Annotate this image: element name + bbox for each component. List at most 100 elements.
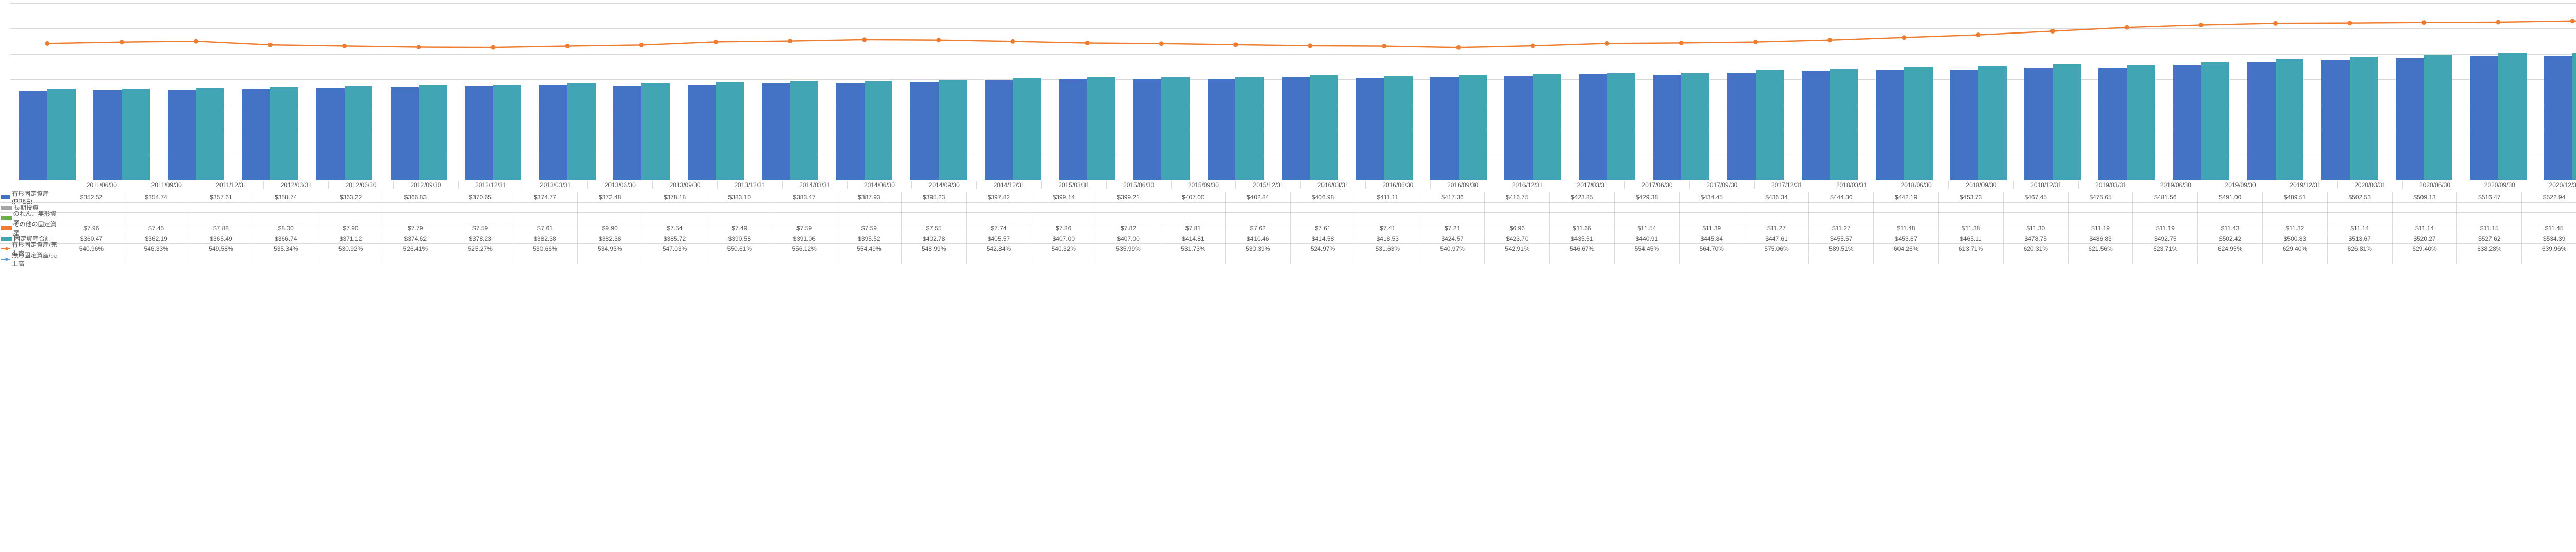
period-label: 2018/03/31 — [1819, 181, 1884, 189]
period-label: 2019/03/31 — [2079, 181, 2144, 189]
data-cell: $11.32 — [2263, 223, 2328, 233]
data-cell: $527.62 — [2457, 233, 2522, 243]
bar-ppe — [910, 82, 939, 180]
period-label: 2018/12/31 — [2014, 181, 2079, 189]
period-label: 2020/06/30 — [2403, 181, 2468, 189]
data-cell — [902, 254, 967, 264]
data-cell: $11.30 — [2004, 223, 2069, 233]
data-cell: $378.18 — [642, 192, 707, 202]
bar-ppe — [613, 86, 641, 180]
data-cell: $11.19 — [2069, 223, 2133, 233]
bar-ppe — [19, 91, 47, 180]
data-cell — [383, 213, 448, 223]
period-label: 2011/06/30 — [70, 181, 134, 189]
data-cell — [2393, 203, 2458, 212]
period-label: 2012/09/30 — [394, 181, 459, 189]
data-cell: 548.99% — [902, 244, 967, 254]
data-cell: $7.81 — [1161, 223, 1226, 233]
data-cell: $423.70 — [1485, 233, 1550, 243]
data-cell — [318, 254, 383, 264]
bar-totalfixed — [1384, 76, 1413, 180]
bar-totalfixed — [1235, 77, 1264, 180]
data-cell — [642, 203, 707, 212]
data-cell: $440.91 — [1615, 233, 1680, 243]
data-cell: $414.58 — [1291, 233, 1355, 243]
data-cell: $362.19 — [124, 233, 189, 243]
data-cell — [383, 254, 448, 264]
data-cell — [513, 203, 578, 212]
data-cell — [1809, 254, 1874, 264]
bar-ppe — [1802, 71, 1830, 180]
data-cell: 638.28% — [2457, 244, 2522, 254]
bar-ppe — [316, 88, 345, 180]
data-cell: 546.67% — [1550, 244, 1615, 254]
data-cell — [2004, 254, 2069, 264]
data-cell — [1355, 254, 1420, 264]
data-cell: 621.56% — [2069, 244, 2133, 254]
period-label: 2014/03/31 — [783, 181, 848, 189]
data-cell: $11.14 — [2393, 223, 2458, 233]
data-cell: 613.71% — [1939, 244, 2004, 254]
data-cell: $467.45 — [2004, 192, 2069, 202]
data-cell — [578, 203, 642, 212]
data-cell: $445.84 — [1680, 233, 1744, 243]
data-cell — [1809, 213, 1874, 223]
data-cell — [1226, 203, 1291, 212]
data-cell: $383.47 — [772, 192, 837, 202]
data-cell — [772, 203, 837, 212]
data-cell — [2198, 254, 2263, 264]
period-label: 2019/09/30 — [2208, 181, 2273, 189]
data-cell: 556.12% — [772, 244, 837, 254]
data-cell — [2133, 254, 2198, 264]
data-cell: $502.42 — [2198, 233, 2263, 243]
plot-area — [10, 3, 2576, 180]
data-cell: $407.00 — [1096, 233, 1161, 243]
period-label: 2020/12/31 — [2532, 181, 2576, 189]
period-label: 2013/06/30 — [588, 181, 653, 189]
data-cell — [1550, 203, 1615, 212]
period-label: 2020/03/31 — [2338, 181, 2403, 189]
bar-ppe — [2544, 56, 2572, 180]
data-cell — [253, 254, 318, 264]
data-cell — [2263, 203, 2328, 212]
data-cell: $411.11 — [1355, 192, 1420, 202]
data-cell: $7.86 — [1031, 223, 1096, 233]
data-cell — [1744, 254, 1809, 264]
fixed-assets-chart: $0$100$200$300$400$500$600$700 0.00%100.… — [0, 0, 2576, 552]
data-cell — [2393, 254, 2458, 264]
data-cell: $365.49 — [189, 233, 254, 243]
period-label: 2016/03/31 — [1301, 181, 1366, 189]
period-label: 2017/03/31 — [1560, 181, 1625, 189]
data-cell: $414.81 — [1161, 233, 1226, 243]
data-cell — [513, 254, 578, 264]
data-cell: $489.51 — [2263, 192, 2328, 202]
period-label: 2013/09/30 — [653, 181, 718, 189]
bar-ppe — [1208, 79, 1236, 180]
data-cell — [578, 254, 642, 264]
bar-ppe — [1876, 70, 1904, 180]
data-cell: $516.47 — [2457, 192, 2522, 202]
data-cell: $11.15 — [2457, 223, 2522, 233]
bar-totalfixed — [270, 87, 299, 180]
bar-totalfixed — [2276, 59, 2304, 180]
data-cell — [1680, 254, 1744, 264]
data-cell: $416.75 — [1485, 192, 1550, 202]
bar-ppe — [2396, 58, 2424, 180]
data-cell: $382.38 — [513, 233, 578, 243]
data-cell: $429.38 — [1615, 192, 1680, 202]
data-cell: $7.96 — [59, 223, 124, 233]
series-label-left: その他の固定資産 — [0, 223, 59, 233]
bar-totalfixed — [1533, 74, 1561, 180]
data-cell — [1096, 254, 1161, 264]
data-cell — [902, 213, 967, 223]
data-cell: 534.93% — [578, 244, 642, 254]
data-cell — [2133, 213, 2198, 223]
data-cell — [1615, 254, 1680, 264]
data-cell — [578, 213, 642, 223]
data-cell: $8.00 — [253, 223, 318, 233]
bar-ppe — [2470, 56, 2498, 180]
data-cell: 575.06% — [1744, 244, 1809, 254]
data-cell — [1615, 203, 1680, 212]
bar-totalfixed — [196, 88, 224, 180]
data-cell — [837, 254, 902, 264]
